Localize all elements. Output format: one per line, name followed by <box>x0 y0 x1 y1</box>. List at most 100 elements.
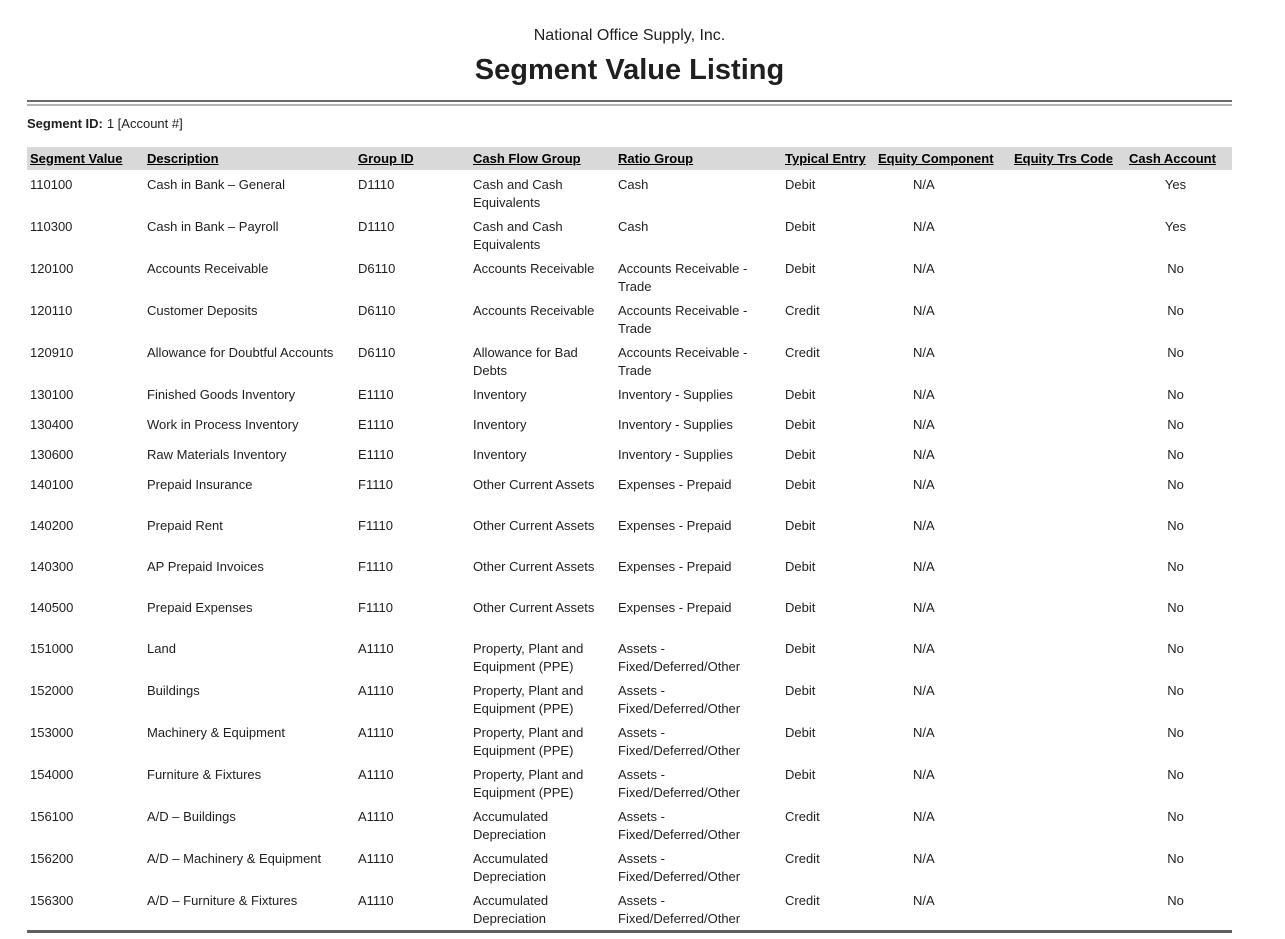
cell-ratio-group: Expenses - Prepaid <box>618 518 732 533</box>
table-row: 153000 Machinery & Equipment A1110 Prope… <box>27 718 1232 760</box>
table-row: 130400 Work in Process Inventory E1110 I… <box>27 410 1232 440</box>
cell-cash-account: No <box>1167 767 1184 782</box>
cell-cash-account: No <box>1167 447 1184 462</box>
cell-group-id: D1110 <box>358 177 395 192</box>
cell-group-id: E1110 <box>358 417 394 432</box>
cell-equity-component: N/A <box>913 641 935 656</box>
cell-equity-component: N/A <box>913 447 935 462</box>
cell-description: A/D – Buildings <box>147 809 236 824</box>
cell-typical-entry: Debit <box>785 600 816 615</box>
cell-segment-value: 154000 <box>30 767 74 782</box>
table-row: 156100 A/D – Buildings A1110 Accumulated… <box>27 802 1232 844</box>
table-row: 110300 Cash in Bank – Payroll D1110 Cash… <box>27 212 1232 254</box>
table-row: 140300 AP Prepaid Invoices F1110 Other C… <box>27 552 1232 593</box>
cell-equity-component: N/A <box>913 387 935 402</box>
cell-cash-account: Yes <box>1164 219 1187 234</box>
table-row: 110100 Cash in Bank – General D1110 Cash… <box>27 170 1232 212</box>
cell-equity-trs-code <box>1014 850 1129 886</box>
cell-equity-component: N/A <box>913 417 935 432</box>
cell-equity-trs-code <box>1014 766 1129 802</box>
cell-segment-value: 153000 <box>30 725 74 740</box>
cell-equity-trs-code <box>1014 176 1129 212</box>
cell-segment-value: 151000 <box>30 641 74 656</box>
cell-description: Machinery & Equipment <box>147 725 286 740</box>
cell-segment-value: 120100 <box>30 261 74 276</box>
cell-segment-value: 130100 <box>30 387 74 402</box>
cell-ratio-group: Expenses - Prepaid <box>618 559 732 574</box>
cell-segment-value: 156200 <box>30 851 74 866</box>
cell-typical-entry: Debit <box>785 683 816 698</box>
cell-equity-component: N/A <box>913 809 935 824</box>
cell-equity-trs-code <box>1014 416 1129 440</box>
cell-equity-component: N/A <box>913 600 935 615</box>
cell-equity-component: N/A <box>913 683 935 698</box>
cell-equity-trs-code <box>1014 302 1129 338</box>
cell-description: Cash in Bank – General <box>147 177 286 192</box>
cell-group-id: E1110 <box>358 447 394 462</box>
cell-equity-component: N/A <box>913 559 935 574</box>
cell-segment-value: 130400 <box>30 417 74 432</box>
table-row: 120110 Customer Deposits D6110 Accounts … <box>27 296 1232 338</box>
segment-id-line: Segment ID: 1 [Account #] <box>27 115 1232 132</box>
cell-equity-component: N/A <box>913 725 935 740</box>
cell-typical-entry: Debit <box>785 559 816 574</box>
cell-cash-flow-group: Accounts Receivable <box>473 303 595 318</box>
cell-group-id: A1110 <box>358 641 394 656</box>
cell-equity-component: N/A <box>913 261 935 276</box>
cell-segment-value: 110300 <box>30 219 73 234</box>
cell-description: Cash in Bank – Payroll <box>147 219 279 234</box>
table-row: 120910 Allowance for Doubtful Accounts D… <box>27 338 1232 380</box>
cell-cash-flow-group: Inventory <box>473 387 527 402</box>
cell-group-id: F1110 <box>358 600 393 615</box>
cell-typical-entry: Debit <box>785 641 816 656</box>
cell-description: AP Prepaid Invoices <box>147 559 264 574</box>
cell-equity-trs-code <box>1014 260 1129 296</box>
cell-segment-value: 140500 <box>30 600 74 615</box>
cell-group-id: E1110 <box>358 387 394 402</box>
cell-group-id: D6110 <box>358 345 396 360</box>
cell-description: Allowance for Doubtful Accounts <box>147 345 334 360</box>
cell-description: Furniture & Fixtures <box>147 767 262 782</box>
cell-typical-entry: Credit <box>785 303 820 318</box>
cell-ratio-group: Assets - Fixed/Deferred/Other <box>618 683 741 716</box>
cell-segment-value: 110100 <box>30 177 73 192</box>
table-row: 156300 A/D – Furniture & Fixtures A1110 … <box>27 886 1232 928</box>
cell-segment-value: 140300 <box>30 559 74 574</box>
column-header-ratio-group: Ratio Group <box>618 151 694 166</box>
cell-group-id: A1110 <box>358 893 394 908</box>
table-row: 154000 Furniture & Fixtures A1110 Proper… <box>27 760 1232 802</box>
table-row: 140100 Prepaid Insurance F1110 Other Cur… <box>27 470 1232 511</box>
cell-ratio-group: Accounts Receivable - Trade <box>618 261 748 294</box>
cell-cash-flow-group: Property, Plant and Equipment (PPE) <box>473 641 584 674</box>
cell-equity-component: N/A <box>913 851 935 866</box>
cell-description: Work in Process Inventory <box>147 417 299 432</box>
cell-group-id: F1110 <box>358 518 393 533</box>
cell-ratio-group: Assets - Fixed/Deferred/Other <box>618 725 741 758</box>
cell-ratio-group: Inventory - Supplies <box>618 417 733 432</box>
cell-typical-entry: Debit <box>785 261 816 276</box>
table-body: 110100 Cash in Bank – General D1110 Cash… <box>27 170 1232 928</box>
column-header-typical-entry: Typical Entry <box>785 151 866 166</box>
cell-typical-entry: Credit <box>785 809 820 824</box>
cell-description: Accounts Receivable <box>147 261 269 276</box>
cell-equity-trs-code <box>1014 386 1129 410</box>
cell-equity-trs-code <box>1014 344 1129 380</box>
table-row: 120100 Accounts Receivable D6110 Account… <box>27 254 1232 296</box>
table-row: 130600 Raw Materials Inventory E1110 Inv… <box>27 440 1232 470</box>
cell-cash-flow-group: Accumulated Depreciation <box>473 851 549 884</box>
cell-description: Raw Materials Inventory <box>147 447 287 462</box>
cell-cash-account: No <box>1167 725 1184 740</box>
cell-group-id: A1110 <box>358 725 394 740</box>
cell-typical-entry: Debit <box>785 387 816 402</box>
column-header-group-id: Group ID <box>358 151 414 166</box>
cell-cash-flow-group: Property, Plant and Equipment (PPE) <box>473 683 584 716</box>
table-row: 140200 Prepaid Rent F1110 Other Current … <box>27 511 1232 552</box>
table-header-row: Segment Value Description Group ID Cash … <box>27 147 1232 170</box>
cell-cash-flow-group: Other Current Assets <box>473 600 595 615</box>
cell-description: Buildings <box>147 683 200 698</box>
cell-ratio-group: Accounts Receivable - Trade <box>618 303 748 336</box>
cell-description: Land <box>147 641 176 656</box>
cell-group-id: F1110 <box>358 559 393 574</box>
segment-id-value: 1 [Account #] <box>106 116 183 131</box>
